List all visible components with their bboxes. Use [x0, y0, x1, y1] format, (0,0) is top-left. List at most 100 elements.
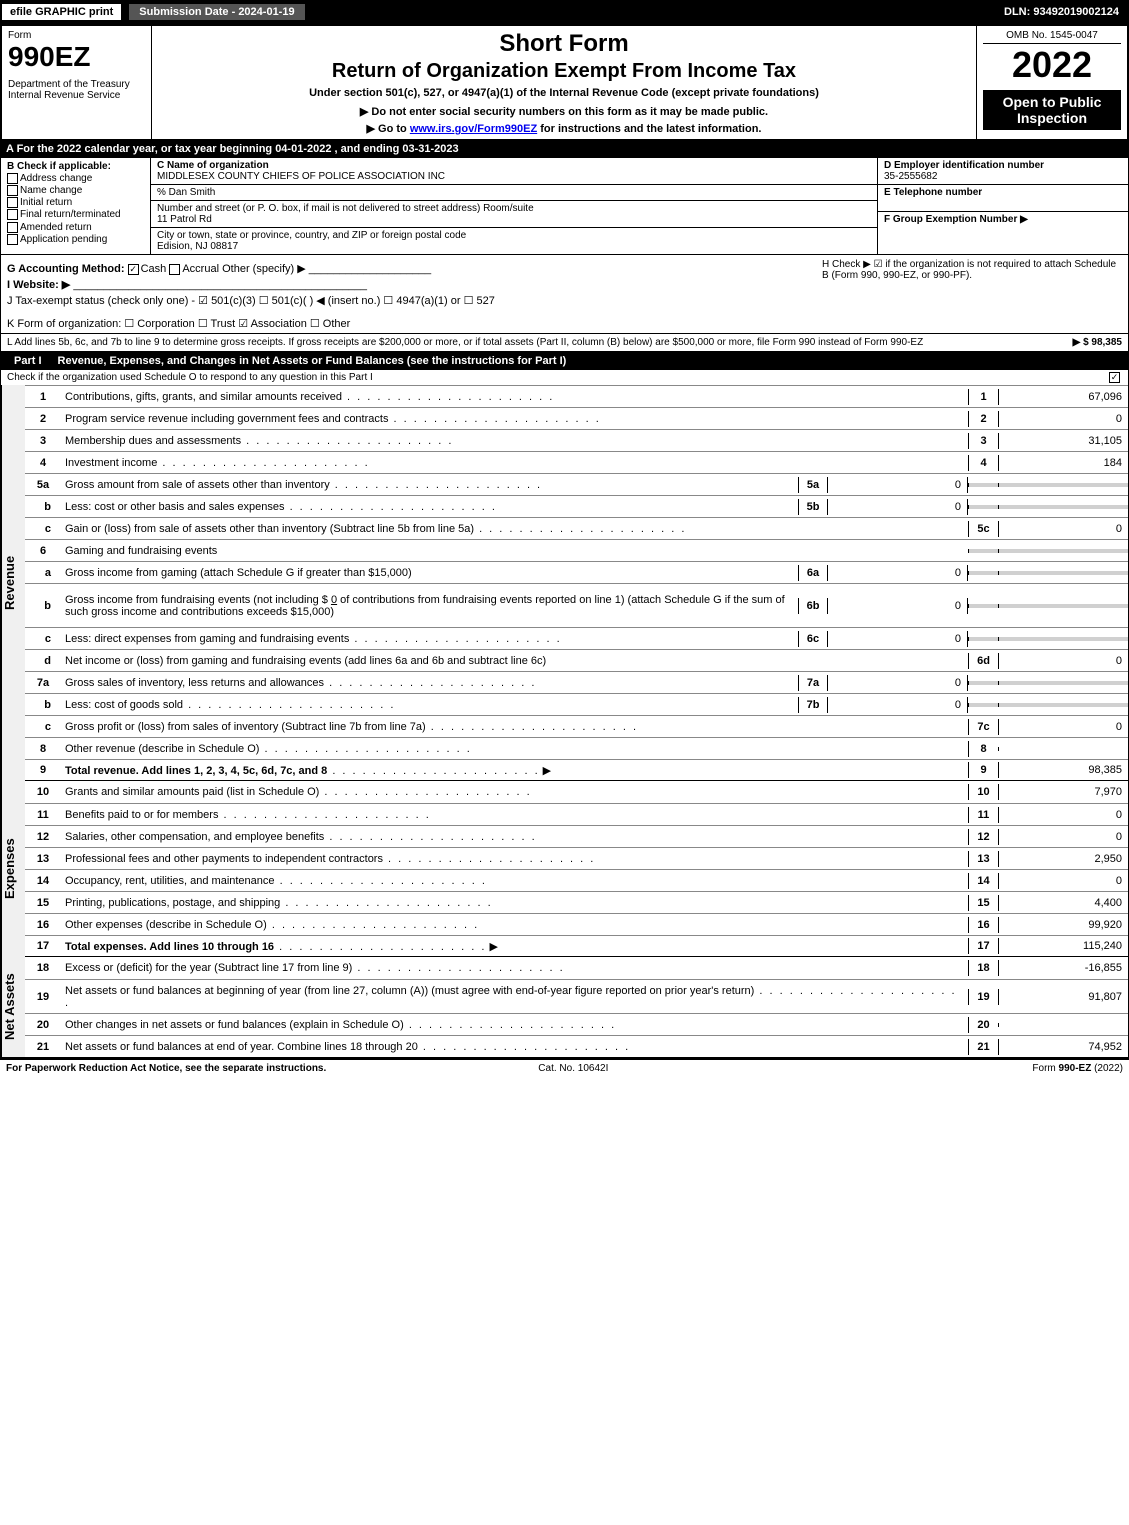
ln-5b-num: b	[25, 499, 61, 515]
ln-1-text: Contributions, gifts, grants, and simila…	[65, 391, 342, 403]
ln-11-text: Benefits paid to or for members	[65, 809, 218, 821]
expenses-block: Expenses 10Grants and similar amounts pa…	[0, 781, 1129, 957]
ln-7b-rn	[968, 703, 998, 707]
side-net-assets: Net Assets	[1, 957, 25, 1057]
l-amount: ▶ $ 98,385	[1073, 337, 1122, 348]
footer-right: Form 990-EZ (2022)	[1032, 1063, 1123, 1074]
ln-4-text: Investment income	[65, 457, 157, 469]
ln-7b-num: b	[25, 697, 61, 713]
part-i-header: Part I Revenue, Expenses, and Changes in…	[0, 352, 1129, 370]
footer-mid: Cat. No. 10642I	[538, 1063, 608, 1074]
ln-16-rn: 16	[968, 917, 998, 933]
ln-6-num: 6	[25, 543, 61, 559]
ln-12-rn: 12	[968, 829, 998, 845]
b-init: Initial return	[20, 197, 72, 208]
chk-app-pending[interactable]	[7, 234, 18, 245]
ln-19-num: 19	[25, 989, 61, 1005]
chk-schedule-o[interactable]	[1109, 372, 1120, 383]
ln-4-val: 184	[998, 455, 1128, 471]
city: Edision, NJ 08817	[157, 241, 871, 252]
ln-6b-num: b	[25, 598, 61, 614]
h-box: H Check ▶ ☑ if the organization is not r…	[822, 259, 1122, 281]
goto-line: ▶ Go to www.irs.gov/Form990EZ for instru…	[158, 122, 970, 135]
ln-6a-rv	[998, 571, 1128, 575]
ln-8-rn: 8	[968, 741, 998, 757]
open-inspection: Open to Public Inspection	[983, 90, 1121, 130]
revenue-block: Revenue 1 Contributions, gifts, grants, a…	[0, 385, 1129, 781]
ssn-note: ▶ Do not enter social security numbers o…	[158, 105, 970, 118]
ln-15-val: 4,400	[998, 895, 1128, 911]
ln-6d-num: d	[25, 653, 61, 669]
ln-18-text: Excess or (deficit) for the year (Subtra…	[65, 962, 352, 974]
ln-6a-mn: 6a	[798, 565, 828, 581]
ln-7c-val: 0	[998, 719, 1128, 735]
ln-6d-rn: 6d	[968, 653, 998, 669]
ln-10-rn: 10	[968, 784, 998, 800]
ln-18-num: 18	[25, 960, 61, 976]
dln: DLN: 93492019002124	[994, 4, 1129, 20]
ln-10-num: 10	[25, 784, 61, 800]
chk-cash[interactable]	[128, 264, 139, 275]
ln-16-text: Other expenses (describe in Schedule O)	[65, 919, 267, 931]
ln-3-rn: 3	[968, 433, 998, 449]
care-of: % Dan Smith	[151, 185, 877, 201]
ln-15-rn: 15	[968, 895, 998, 911]
chk-final[interactable]	[7, 209, 18, 220]
ln-11-val: 0	[998, 807, 1128, 823]
chk-name[interactable]	[7, 185, 18, 196]
ln-20-rn: 20	[968, 1017, 998, 1033]
ln-12-val: 0	[998, 829, 1128, 845]
ln-6a-num: a	[25, 565, 61, 581]
part-i-check-text: Check if the organization used Schedule …	[7, 372, 373, 383]
ln-17-rn: 17	[968, 938, 998, 954]
ln-13-rn: 13	[968, 851, 998, 867]
ln-5a-num: 5a	[25, 477, 61, 493]
ln-6a-rn	[968, 571, 998, 575]
irs-label: Internal Revenue Service	[8, 90, 145, 101]
ln-5a-mn: 5a	[798, 477, 828, 493]
ln-13-val: 2,950	[998, 851, 1128, 867]
ln-21-rn: 21	[968, 1039, 998, 1055]
ln-6c-mv: 0	[828, 631, 968, 647]
chk-address[interactable]	[7, 173, 18, 184]
ln-6b-mn: 6b	[798, 598, 828, 614]
ln-14-val: 0	[998, 873, 1128, 889]
j-line: J Tax-exempt status (check only one) - ☑…	[7, 294, 1122, 307]
chk-amended[interactable]	[7, 222, 18, 233]
ln-7b-mn: 7b	[798, 697, 828, 713]
ln-5c-text: Gain or (loss) from sale of assets other…	[65, 523, 474, 535]
ln-3-text: Membership dues and assessments	[65, 435, 241, 447]
ln-1-rn: 1	[968, 389, 998, 405]
form-label: Form	[8, 30, 145, 41]
header-left: Form 990EZ Department of the Treasury In…	[2, 26, 152, 139]
chk-initial[interactable]	[7, 197, 18, 208]
b-name: Name change	[20, 185, 82, 196]
ln-5b-rn	[968, 505, 998, 509]
ln-5b-mv: 0	[828, 499, 968, 515]
ln-17-text: Total expenses. Add lines 10 through 16	[65, 941, 274, 953]
col-de: D Employer identification number 35-2555…	[878, 158, 1128, 254]
efile-print-label[interactable]: efile GRAPHIC print	[0, 2, 123, 22]
ln-7a-rn	[968, 681, 998, 685]
chk-accrual[interactable]	[169, 264, 180, 275]
ln-4-num: 4	[25, 455, 61, 471]
ln-7a-rv	[998, 681, 1128, 685]
ln-6c-text: Less: direct expenses from gaming and fu…	[65, 633, 349, 645]
ln-13-num: 13	[25, 851, 61, 867]
ln-15-num: 15	[25, 895, 61, 911]
ln-7c-num: c	[25, 719, 61, 735]
side-revenue: Revenue	[1, 385, 25, 781]
ln-2-num: 2	[25, 411, 61, 427]
ln-19-text: Net assets or fund balances at beginning…	[65, 985, 754, 997]
ln-2-rn: 2	[968, 411, 998, 427]
ln-8-text: Other revenue (describe in Schedule O)	[65, 743, 259, 755]
ln-5c-num: c	[25, 521, 61, 537]
b-label: B Check if applicable:	[7, 161, 144, 172]
irs-link[interactable]: www.irs.gov/Form990EZ	[410, 123, 537, 135]
ln-2-val: 0	[998, 411, 1128, 427]
i-label: I Website: ▶	[7, 279, 70, 291]
part-i-check-line: Check if the organization used Schedule …	[0, 370, 1129, 385]
ln-11-rn: 11	[968, 807, 998, 823]
ln-18-val: -16,855	[998, 960, 1128, 976]
ln-21-val: 74,952	[998, 1039, 1128, 1055]
